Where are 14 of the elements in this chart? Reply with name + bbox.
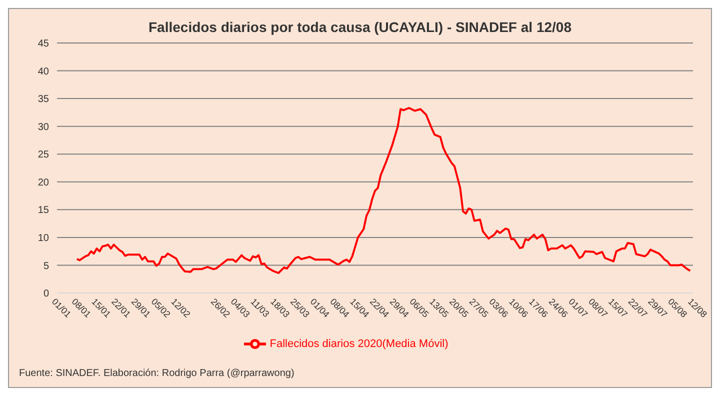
y-tick-label: 15 [38, 205, 50, 216]
y-tick-label: 20 [38, 177, 50, 188]
y-tick-label: 0 [43, 288, 50, 300]
line-series [76, 107, 692, 274]
y-tick-label: 30 [38, 122, 50, 133]
y-tick-label: 10 [38, 232, 50, 244]
y-tick-label: 25 [38, 150, 50, 161]
source-note: Fuente: SINADEF. Elaboración: Rodrigo Parra (@rparrawong) [19, 368, 294, 379]
legend-label: Fallecidos diarios 2020(Media Móvil) [270, 338, 448, 350]
chart-title: Fallecidos diarios por toda causa (UCAYALI) - SINADEF al 12/08 [148, 18, 572, 35]
y-tick-label: 5 [43, 260, 50, 272]
y-tick-label: 40 [38, 66, 50, 78]
y-tick-label: 35 [38, 94, 50, 106]
y-tick-label: 45 [38, 38, 50, 50]
